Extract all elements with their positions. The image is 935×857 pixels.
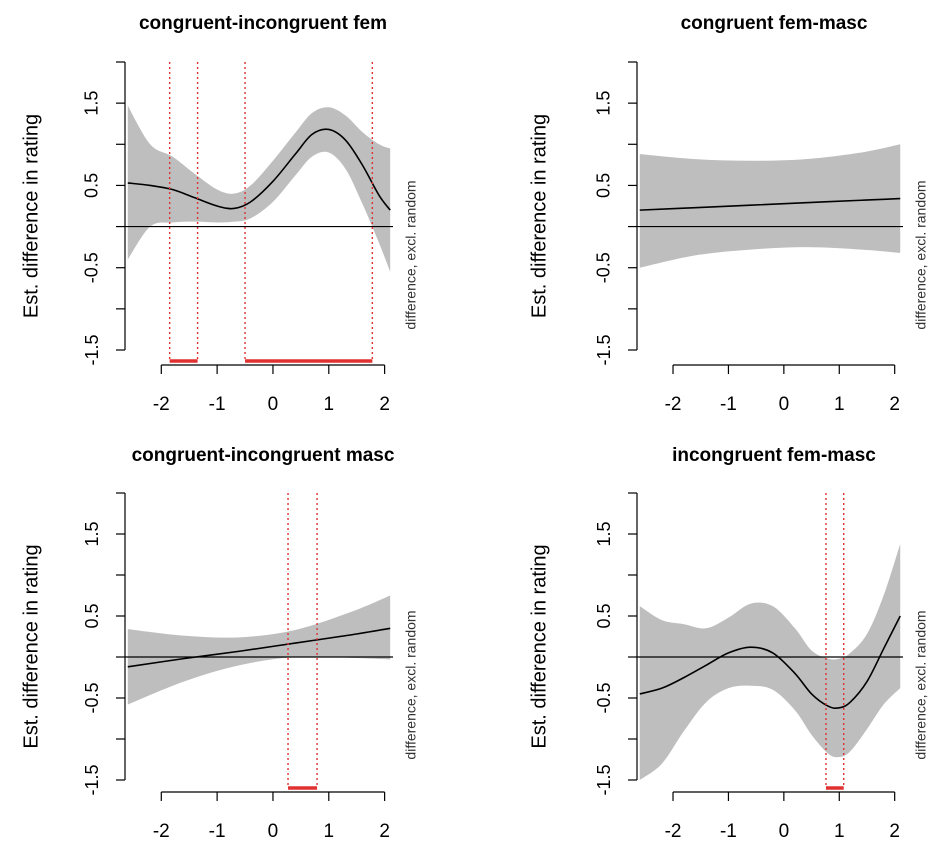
y-axis-label: Est. difference in rating <box>20 114 42 318</box>
x-tick-label: 1 <box>324 821 335 842</box>
y-tick-label: -0.5 <box>594 252 614 283</box>
panel-3: congruent-incongruent masc -1.5 -0.5 0.5 1.5… <box>20 445 418 842</box>
x-tick-label: 2 <box>379 821 390 842</box>
panel-4: incongruent fem-masc -1.5 -0.5 0.5 1.5 -2 -1 0 1… <box>528 445 928 842</box>
y-axis-label: Est. difference in rating <box>528 114 550 318</box>
right-side-label: difference, excl. random <box>403 180 419 329</box>
x-tick-label: -1 <box>720 821 737 842</box>
y-axis-label: Est. difference in rating <box>528 544 550 748</box>
confidence-band <box>639 144 901 268</box>
x-tick-label: -2 <box>665 394 682 415</box>
confidence-band <box>127 105 391 272</box>
right-side-label: difference, excl. random <box>913 610 929 759</box>
y-tick-label: 1.5 <box>594 521 614 546</box>
x-tick-label: 0 <box>268 821 279 842</box>
x-tick-label: 1 <box>834 394 845 415</box>
x-tick-label: -1 <box>209 394 226 415</box>
estimate-curve <box>639 615 901 710</box>
right-side-label: difference, excl. random <box>403 610 419 759</box>
x-tick-label: -1 <box>720 394 737 415</box>
x-tick-label: 1 <box>834 821 845 842</box>
y-tick-label: 0.5 <box>82 603 102 628</box>
y-tick-label: -1.5 <box>594 334 614 365</box>
x-tick-label: 1 <box>324 394 335 415</box>
x-tick-label: -2 <box>153 394 170 415</box>
y-tick-label: -0.5 <box>82 682 102 713</box>
x-tick-label: 2 <box>889 394 900 415</box>
confidence-band <box>127 595 391 705</box>
y-tick-label: -1.5 <box>82 334 102 365</box>
y-tick-label: 0.5 <box>594 603 614 628</box>
x-tick-label: 2 <box>379 394 390 415</box>
panel-title: congruent-incongruent masc <box>132 445 395 466</box>
panel-title: congruent-incongruent fem <box>139 13 387 34</box>
panel-title: incongruent fem-masc <box>672 445 876 466</box>
y-tick-label: -0.5 <box>594 682 614 713</box>
x-tick-label: 0 <box>779 394 790 415</box>
x-tick-label: 0 <box>268 394 279 415</box>
y-tick-label: 0.5 <box>594 173 614 198</box>
estimate-curve <box>127 128 391 211</box>
y-tick-label: 1.5 <box>594 91 614 116</box>
confidence-band <box>639 543 901 780</box>
right-side-label: difference, excl. random <box>913 180 929 329</box>
panel-2: congruent fem-masc -1.5 -0.5 0.5 1.5 -2 -1 0 1 2 E… <box>528 13 928 415</box>
y-tick-label: -1.5 <box>594 764 614 795</box>
y-tick-label: 0.5 <box>82 173 102 198</box>
panel-1: congruent-incongruent fem -1.5 -0.5 0.5 1.5 -… <box>20 13 418 415</box>
x-tick-label: -2 <box>153 821 170 842</box>
y-tick-label: 1.5 <box>82 91 102 116</box>
y-tick-label: -0.5 <box>82 252 102 283</box>
y-tick-label: -1.5 <box>82 764 102 795</box>
x-tick-label: -2 <box>665 821 682 842</box>
x-tick-label: -1 <box>209 821 226 842</box>
y-axis-label: Est. difference in rating <box>20 544 42 748</box>
estimate-curve <box>127 627 391 668</box>
y-tick-label: 1.5 <box>82 521 102 546</box>
x-tick-label: 2 <box>889 821 900 842</box>
panel-title: congruent fem-masc <box>681 13 868 34</box>
x-tick-label: 0 <box>779 821 790 842</box>
estimate-curve <box>639 197 901 211</box>
